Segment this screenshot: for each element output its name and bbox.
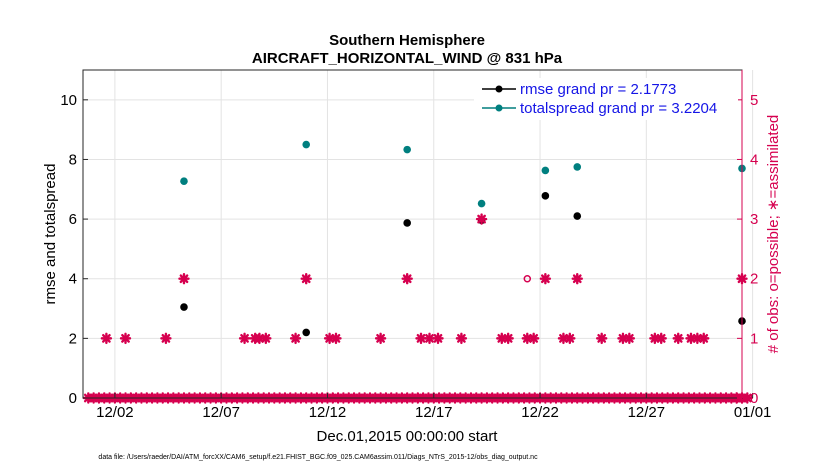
obs-assimilated-marker [672, 332, 684, 345]
rmse-point [302, 328, 311, 337]
x-axis-label: Dec.01,2015 00:00:00 start [317, 428, 499, 445]
x-tick-label: 12/07 [202, 404, 240, 421]
obs-assimilated-marker [260, 332, 272, 345]
obs-assimilated-marker [300, 273, 312, 285]
totalspread-point [403, 145, 411, 154]
obs-assimilated-marker [527, 332, 540, 345]
obs-assimilated-marker [178, 273, 190, 285]
y-tick-label: 2 [69, 330, 77, 347]
obs-assimilated-marker [571, 273, 583, 285]
obs-assimilated-marker [539, 273, 552, 285]
chart-title: Southern Hemisphere [329, 32, 485, 49]
totalspread-point [573, 163, 582, 171]
totalspread-point [541, 166, 550, 175]
obs-assimilated-marker [330, 332, 342, 345]
totalspread-point [180, 177, 188, 186]
obs-assimilated-marker [502, 332, 514, 345]
obs-assimilated-marker [401, 273, 413, 285]
x-tick-label: 12/27 [628, 404, 666, 421]
rmse-point [180, 303, 188, 311]
obs-assimilated-marker [289, 332, 302, 345]
obs-assimilated-marker [100, 332, 113, 345]
legend-box [474, 78, 738, 120]
y2-tick-label: 5 [750, 92, 758, 109]
obs-assimilated-marker [475, 213, 488, 225]
x-tick-label: 12/12 [309, 404, 347, 421]
obs-possible-marker [523, 274, 532, 283]
x-tick-label: 12/22 [521, 404, 559, 421]
rmse-point [541, 192, 550, 200]
y-axis-label: rmse and totalspread [42, 164, 59, 305]
obs-assimilated-marker [432, 332, 444, 345]
data-file-footnote: data file: /Users/raeder/DAI/ATM_forcXX/… [98, 454, 538, 461]
legend-rmse-marker [495, 85, 503, 93]
obs-assimilated-marker [617, 332, 629, 345]
x-tick-label: 01/01 [734, 404, 772, 421]
y2-tick-label: 0 [750, 390, 758, 407]
obs-assimilated-marker [423, 332, 436, 345]
y-tick-label: 4 [69, 271, 77, 288]
legend-rmse-label: rmse grand pr = 2.1773 [520, 81, 676, 98]
obs-assimilated-marker [741, 392, 754, 404]
y2-tick-label: 4 [750, 151, 758, 168]
obs-assimilated-marker [623, 332, 636, 345]
x-tick-label: 12/02 [96, 404, 134, 421]
y-tick-label: 8 [69, 151, 77, 168]
y2-axis-label: # of obs: o=possible; ∗=assimilated [765, 115, 782, 354]
obs-assimilated-marker [655, 332, 667, 345]
chart-subtitle: AIRCRAFT_HORIZONTAL_WIND @ 831 hPa [252, 50, 563, 67]
obs-assimilated-marker [564, 332, 576, 345]
y2-tick-label: 1 [750, 330, 758, 347]
rmse-point [573, 212, 582, 220]
y-tick-label: 0 [69, 390, 77, 407]
legend-spread-label: totalspread grand pr = 3.2204 [520, 100, 717, 117]
y-tick-label: 10 [60, 92, 77, 109]
axis-ticks: 12/02 12/07 12/12 12/17 12/22 12/27 01/0102468… [60, 92, 771, 421]
y2-tick-label: 3 [750, 211, 758, 228]
obs-assimilated-marker [238, 332, 251, 345]
y-tick-label: 6 [69, 211, 77, 228]
obs-assimilated-marker [698, 332, 710, 345]
obs-assimilated-marker [455, 332, 468, 345]
totalspread-point [477, 199, 486, 208]
totalspread-point [302, 140, 311, 149]
obs-assimilated-marker [160, 332, 172, 345]
legend: rmse grand pr = 2.1773 totalspread grand… [474, 78, 738, 120]
y2-tick-label: 2 [750, 271, 758, 288]
x-tick-label: 12/17 [415, 404, 453, 421]
obs-assimilated-marker [595, 332, 608, 345]
rmse-point [403, 219, 411, 227]
legend-spread-marker [495, 104, 503, 112]
obs-assimilated-marker [119, 332, 132, 345]
obs-assimilated-marker [374, 332, 387, 345]
